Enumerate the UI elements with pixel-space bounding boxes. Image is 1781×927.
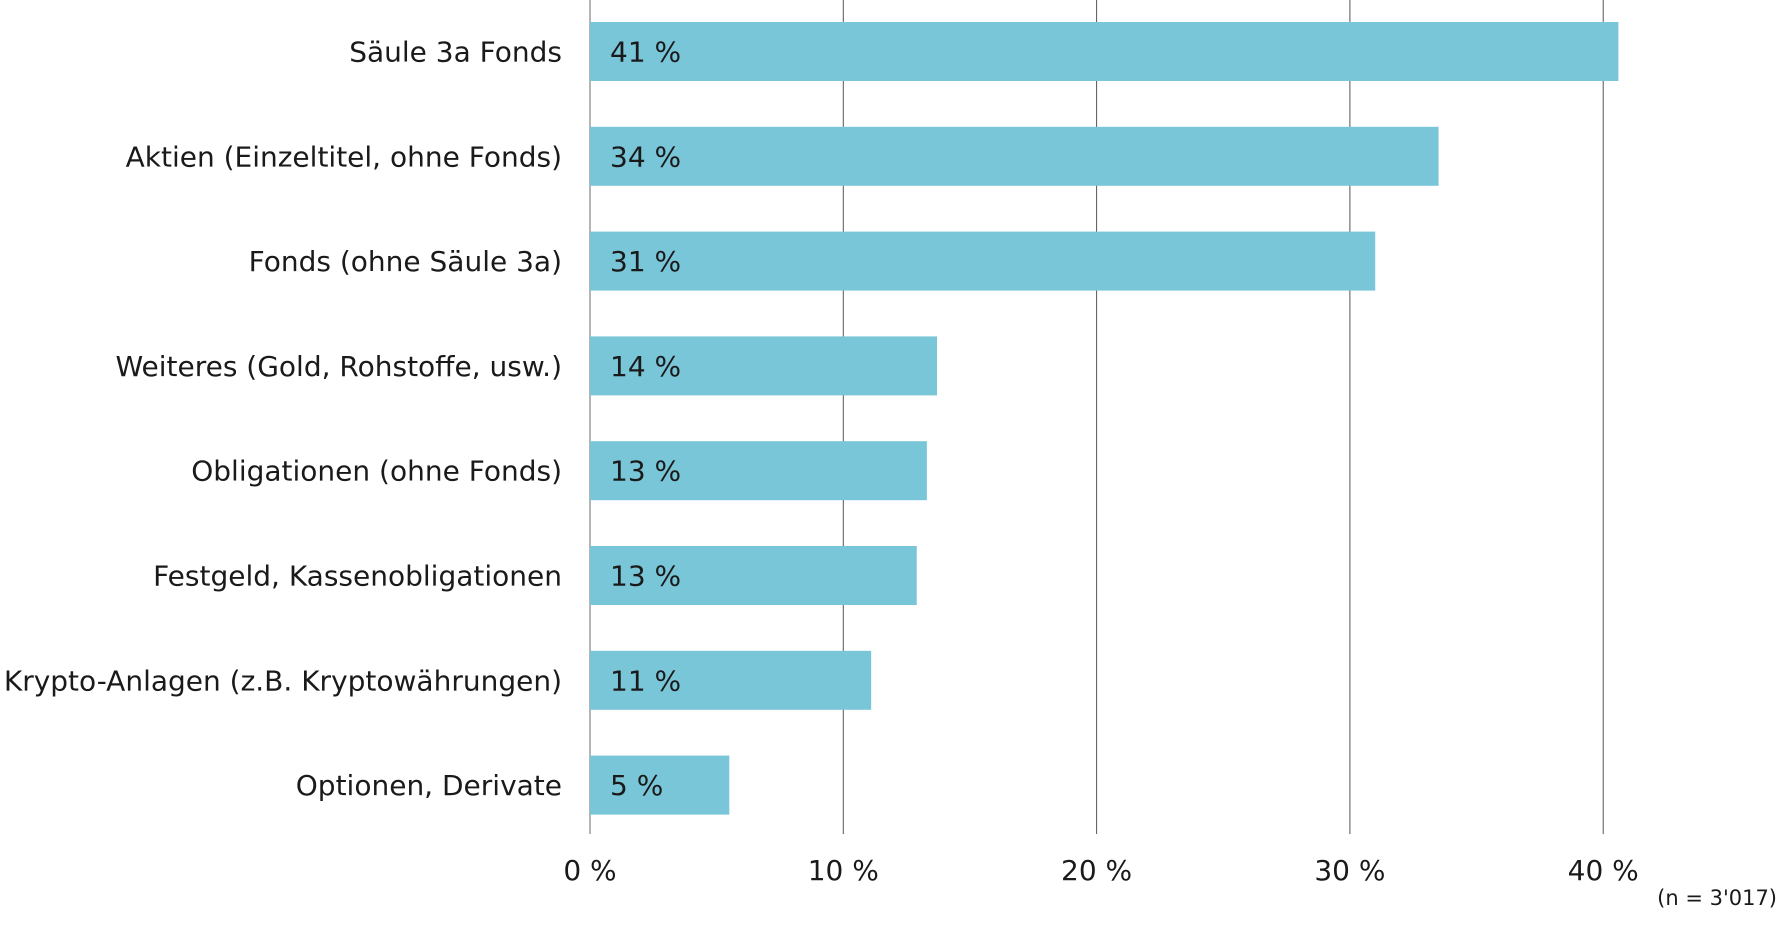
x-axis-ticks: 0 % 10 % 20 % 30 % 40 % bbox=[563, 854, 1638, 887]
x-tick-label: 10 % bbox=[808, 854, 879, 887]
category-label: Obligationen (ohne Fonds) bbox=[191, 455, 562, 488]
bar-value-label: 14 % bbox=[610, 350, 681, 383]
bar-value-label: 11 % bbox=[610, 664, 681, 697]
bar bbox=[590, 546, 917, 605]
category-label: Säule 3a Fonds bbox=[349, 36, 562, 69]
bar bbox=[590, 441, 927, 501]
bar bbox=[590, 336, 938, 396]
x-tick-label: 0 % bbox=[563, 854, 616, 887]
category-label: Weiteres (Gold, Rohstoffe, usw.) bbox=[115, 350, 562, 383]
bar bbox=[590, 22, 1619, 81]
bars bbox=[590, 22, 1619, 815]
x-tick-label: 30 % bbox=[1314, 854, 1385, 887]
bar-value-label: 31 % bbox=[610, 245, 681, 278]
labels: 41 % Säule 3a Fonds 34 % Aktien (Einzeltite… bbox=[4, 36, 681, 803]
bar bbox=[590, 126, 1439, 186]
x-tick-label: 40 % bbox=[1568, 854, 1639, 887]
bar bbox=[590, 755, 730, 815]
bar-value-label: 5 % bbox=[610, 769, 663, 802]
category-label: Krypto-Anlagen (z.B. Kryptowährungen) bbox=[4, 664, 562, 697]
bar bbox=[590, 650, 872, 710]
x-tick-label: 20 % bbox=[1061, 854, 1132, 887]
category-label: Aktien (Einzeltitel, ohne Fonds) bbox=[126, 140, 562, 173]
category-label: Festgeld, Kassenobligationen bbox=[153, 560, 562, 593]
sample-size-note: (n = 3'017) bbox=[1657, 886, 1777, 910]
category-label: Fonds (ohne Säule 3a) bbox=[249, 245, 562, 278]
bar-value-label: 13 % bbox=[610, 455, 681, 488]
category-label: Optionen, Derivate bbox=[296, 769, 562, 802]
bar bbox=[590, 231, 1376, 291]
bar-value-label: 41 % bbox=[610, 36, 681, 69]
bar-value-label: 13 % bbox=[610, 560, 681, 593]
bar-value-label: 34 % bbox=[610, 140, 681, 173]
